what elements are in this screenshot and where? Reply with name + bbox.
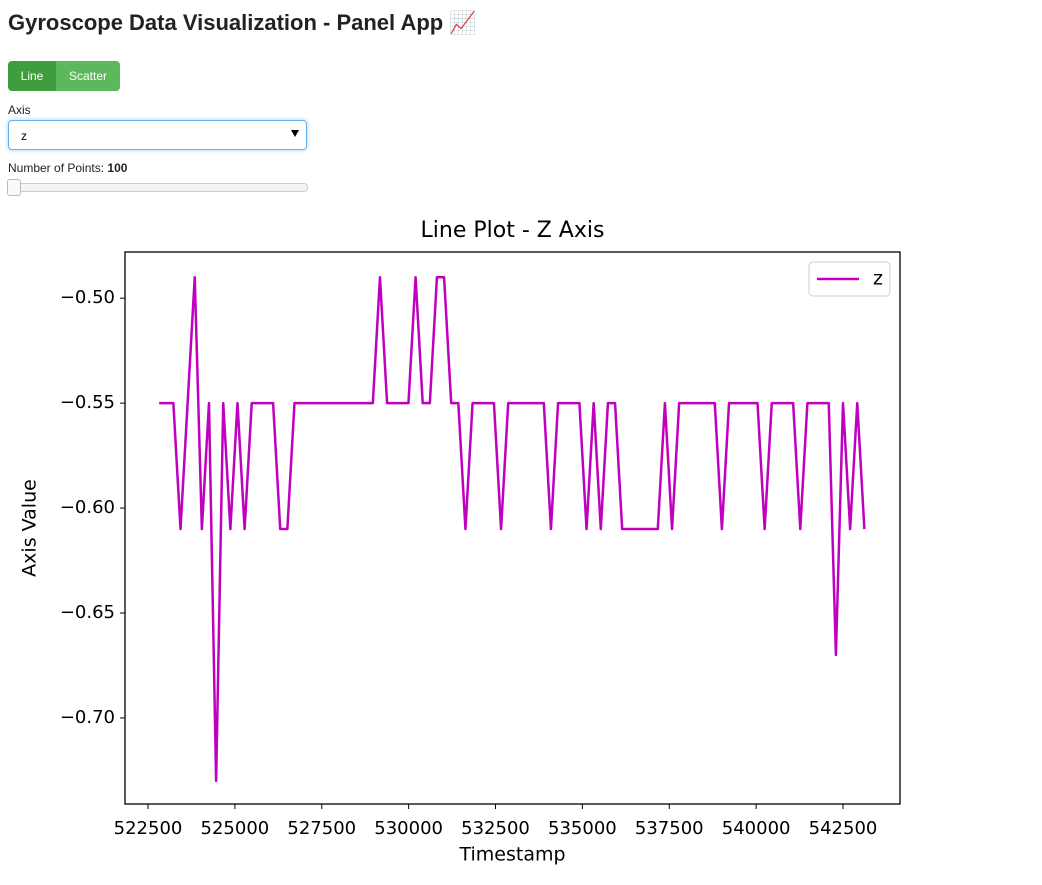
x-tick-label: 525000 bbox=[201, 818, 270, 839]
points-label-row: Number of Points: 100 bbox=[8, 161, 127, 175]
y-tick-label: −0.55 bbox=[60, 392, 115, 413]
axis-select[interactable]: z bbox=[8, 120, 307, 150]
y-tick-label: −0.70 bbox=[60, 707, 115, 728]
dropdown-arrow bbox=[291, 130, 299, 137]
legend-label: z bbox=[873, 268, 883, 290]
axis-value: z bbox=[21, 129, 27, 143]
y-tick-label: −0.65 bbox=[60, 602, 115, 623]
chart-title: Line Plot - Z Axis bbox=[421, 218, 605, 243]
x-tick-label: 522500 bbox=[114, 818, 183, 839]
x-tick-label: 532500 bbox=[461, 818, 530, 839]
axis-label: Axis bbox=[8, 103, 31, 117]
data-line bbox=[159, 275, 866, 783]
points-label: Number of Points: bbox=[8, 161, 105, 175]
plot-frame bbox=[124, 251, 901, 805]
x-tick-label: 530000 bbox=[374, 818, 443, 839]
x-axis-label: Timestamp bbox=[458, 844, 565, 866]
y-axis-label: Axis Value bbox=[19, 479, 41, 577]
points-slider[interactable] bbox=[8, 183, 308, 192]
y-tick-label: −0.60 bbox=[60, 497, 115, 518]
x-tick-label: 535000 bbox=[548, 818, 617, 839]
plot-type-group: Line Scatter bbox=[8, 61, 120, 91]
x-tick-label: 527500 bbox=[287, 818, 356, 839]
x-tick-label: 537500 bbox=[635, 818, 704, 839]
x-tick-label: 542500 bbox=[809, 818, 878, 839]
points-value: 100 bbox=[107, 161, 128, 175]
y-tick-label: −0.50 bbox=[60, 287, 115, 308]
slider-thumb[interactable] bbox=[7, 179, 21, 196]
x-tick-label: 540000 bbox=[722, 818, 791, 839]
line-button[interactable]: Line bbox=[8, 61, 56, 91]
scatter-button[interactable]: Scatter bbox=[56, 61, 120, 91]
page-title: Gyroscope Data Visualization - Panel App… bbox=[8, 10, 477, 35]
